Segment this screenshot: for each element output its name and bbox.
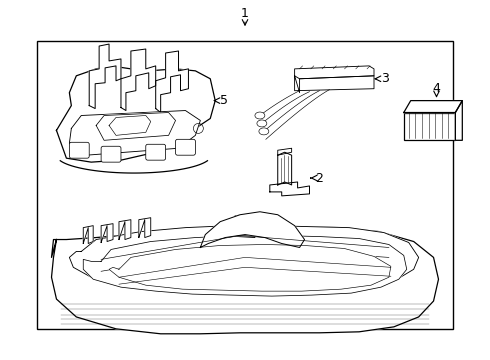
Polygon shape	[70, 111, 200, 155]
Polygon shape	[109, 244, 391, 291]
Polygon shape	[83, 235, 407, 296]
FancyBboxPatch shape	[404, 113, 455, 140]
Polygon shape	[101, 224, 113, 243]
Polygon shape	[404, 100, 462, 113]
Polygon shape	[121, 49, 156, 111]
Bar	[37, 41, 453, 329]
Ellipse shape	[257, 120, 267, 127]
Polygon shape	[139, 218, 151, 238]
Text: 2: 2	[316, 171, 323, 185]
Polygon shape	[270, 182, 310, 196]
Polygon shape	[278, 148, 292, 155]
Polygon shape	[294, 76, 374, 93]
Ellipse shape	[255, 112, 265, 119]
Text: 5: 5	[220, 94, 228, 107]
Polygon shape	[89, 44, 121, 109]
Polygon shape	[83, 226, 93, 243]
Polygon shape	[200, 212, 305, 247]
Polygon shape	[278, 152, 292, 185]
Text: 4: 4	[433, 82, 441, 95]
Polygon shape	[156, 51, 189, 113]
Polygon shape	[455, 100, 462, 140]
Text: 3: 3	[381, 72, 389, 85]
Polygon shape	[56, 66, 215, 162]
Text: 1: 1	[241, 7, 249, 20]
Polygon shape	[51, 227, 439, 334]
FancyBboxPatch shape	[146, 144, 166, 160]
Ellipse shape	[259, 128, 269, 135]
Polygon shape	[235, 214, 255, 238]
Polygon shape	[70, 226, 418, 294]
Polygon shape	[96, 113, 175, 140]
FancyBboxPatch shape	[101, 146, 121, 162]
FancyBboxPatch shape	[70, 142, 89, 158]
Polygon shape	[294, 66, 374, 79]
FancyBboxPatch shape	[175, 139, 196, 155]
Polygon shape	[119, 220, 131, 239]
